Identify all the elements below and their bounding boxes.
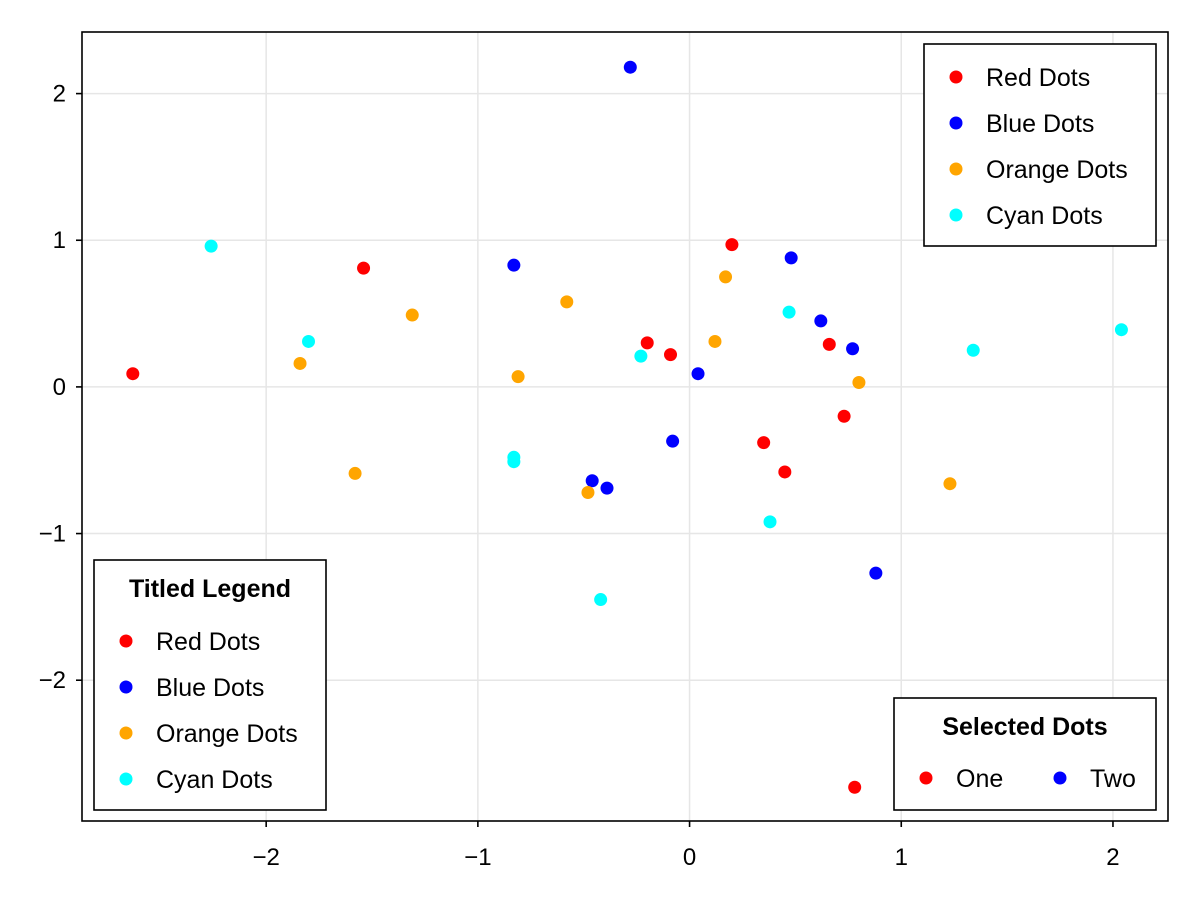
legend-marker [949, 70, 963, 84]
data-point [1114, 323, 1128, 337]
legend-marker [949, 116, 963, 130]
data-point [348, 466, 362, 480]
y-tick-label: 2 [53, 81, 66, 108]
data-point [691, 367, 705, 381]
legend-marker [119, 726, 133, 740]
x-tick-label: 1 [895, 844, 908, 871]
data-point [560, 295, 574, 309]
axis-ticks: −2 −1 0 1 2 −2 −1 0 1 2 [39, 81, 1120, 871]
data-point [126, 367, 140, 381]
legend-top-right: Red Dots Blue Dots Orange Dots Cyan Dots [923, 43, 1157, 247]
y-tick-label: 0 [53, 374, 66, 401]
data-point [757, 436, 771, 450]
legend-marker [949, 162, 963, 176]
data-point [594, 593, 608, 607]
data-point [778, 465, 792, 479]
data-point [822, 337, 836, 351]
data-point [357, 261, 371, 275]
legend-box [93, 559, 327, 811]
legend-title: Titled Legend [129, 575, 291, 603]
data-point [600, 481, 614, 495]
plot-frame [81, 31, 1169, 822]
data-point [725, 238, 739, 252]
legend-marker [119, 634, 133, 648]
data-point [784, 251, 798, 265]
data-point [511, 370, 525, 384]
data-point [507, 455, 521, 469]
x-tick-label: −2 [252, 844, 279, 871]
data-point [666, 434, 680, 448]
series-orange-dots [293, 270, 957, 499]
legend-label: Cyan Dots [986, 202, 1103, 230]
series-cyan-dots [204, 239, 1128, 607]
legend-box [923, 43, 1157, 247]
data-point [634, 349, 648, 363]
data-point [943, 477, 957, 491]
data-point [846, 342, 860, 356]
data-point [852, 376, 866, 390]
data-point [814, 314, 828, 328]
legend-label: Red Dots [156, 628, 260, 656]
legend-marker [1053, 771, 1067, 785]
series-blue-dots [507, 60, 883, 580]
legend-box [893, 697, 1157, 811]
data-point [581, 485, 595, 499]
legend-label: Orange Dots [986, 156, 1128, 184]
y-tick-label: 1 [53, 227, 66, 254]
data-point [782, 305, 796, 319]
data-point [869, 566, 883, 580]
legend-marker [119, 680, 133, 694]
legend-marker [949, 208, 963, 222]
data-point [623, 60, 637, 74]
data-point [302, 334, 316, 348]
legend-title: Selected Dots [942, 713, 1107, 741]
x-tick-label: 0 [683, 844, 696, 871]
legend-label: Cyan Dots [156, 766, 273, 794]
legend-titled: Titled Legend Red Dots Blue Dots Orange Dot… [93, 559, 327, 811]
data-point [719, 270, 733, 284]
legend-label: Red Dots [986, 64, 1090, 92]
data-point [585, 474, 599, 488]
data-point [848, 780, 862, 794]
legend-label: Two [1090, 765, 1136, 793]
data-point [640, 336, 654, 350]
y-tick-label: −1 [39, 521, 66, 548]
data-points [126, 60, 1128, 794]
x-tick-label: −1 [464, 844, 491, 871]
legend-label: Orange Dots [156, 720, 298, 748]
data-point [708, 334, 722, 348]
data-point [664, 348, 678, 362]
y-tick-label: −2 [39, 667, 66, 694]
data-point [763, 515, 777, 529]
data-point [204, 239, 218, 253]
legend-label: Blue Dots [986, 110, 1094, 138]
x-tick-label: 2 [1106, 844, 1119, 871]
legend-marker [119, 772, 133, 786]
data-point [966, 343, 980, 357]
data-point [837, 409, 851, 423]
legend-label: Blue Dots [156, 674, 264, 702]
legend-marker [919, 771, 933, 785]
series-red-dots [126, 238, 862, 794]
data-point [405, 308, 419, 322]
data-point [293, 356, 307, 370]
data-point [507, 258, 521, 272]
legend-selected-dots: Selected Dots One Two [893, 697, 1157, 811]
legend-label: One [956, 765, 1003, 793]
